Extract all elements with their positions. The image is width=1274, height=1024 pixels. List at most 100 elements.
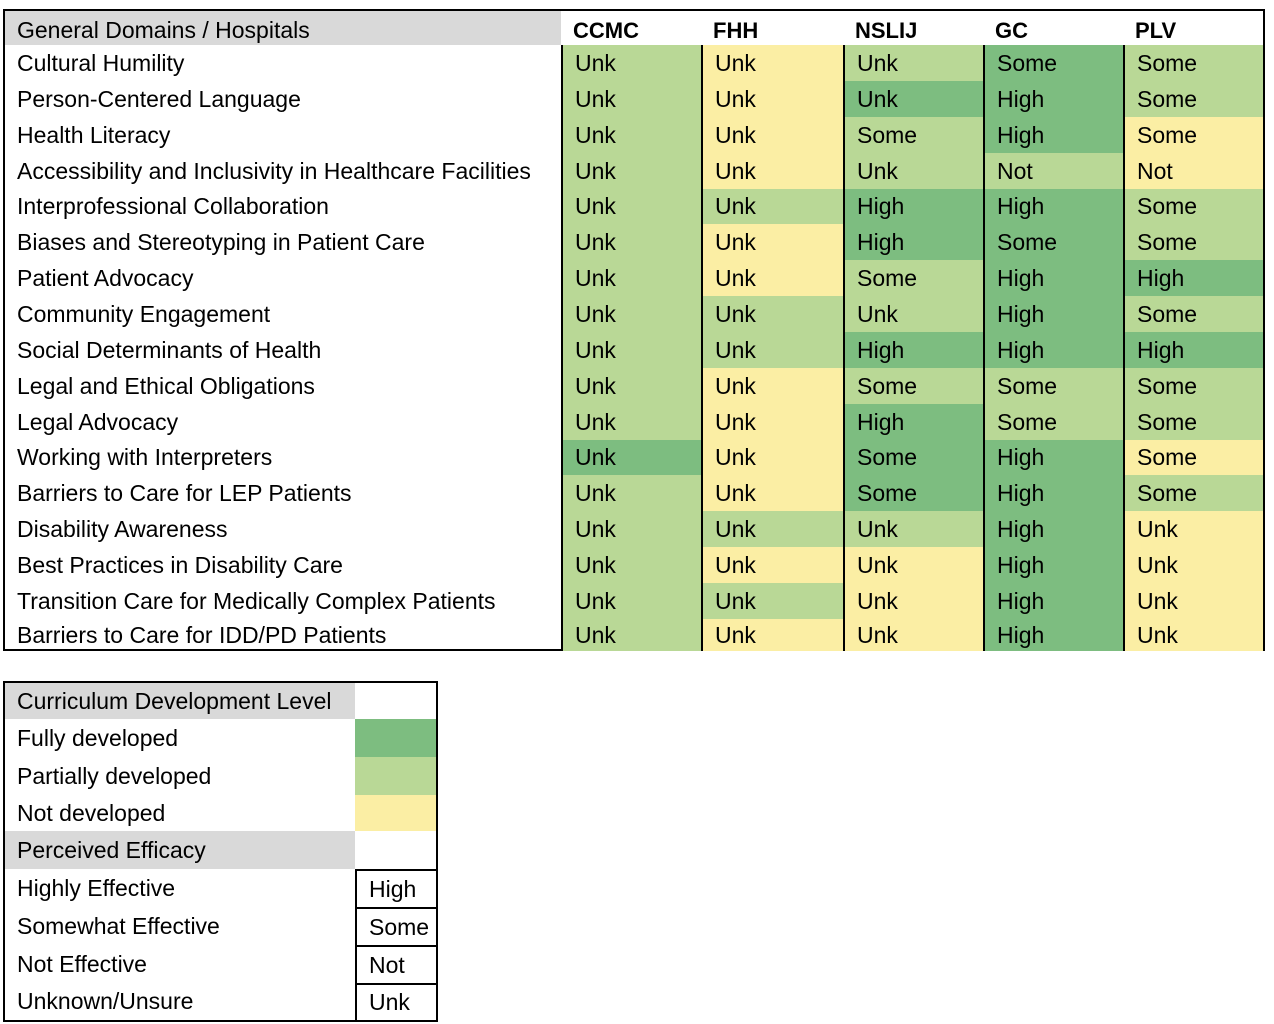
domain-label: Social Determinants of Health: [17, 336, 322, 363]
rating-cell-plv: Not: [1123, 153, 1263, 189]
rating-cell-gc: High: [983, 332, 1123, 368]
curriculum-table: General Domains / Hospitals CCMC FHH NSLIJ…: [3, 9, 1265, 651]
rating-cell-nslij: High: [843, 404, 983, 440]
rating-cell-ccmc: Unk: [561, 81, 701, 117]
legend-label: Curriculum Development Level: [5, 683, 355, 719]
legend-label: Partially developed: [17, 762, 212, 789]
rating-cell-fhh: Unk: [701, 117, 843, 153]
rating-cell-nslij: Unk: [843, 45, 983, 81]
domain-label: Accessibility and Inclusivity in Healthc…: [17, 157, 531, 184]
domain-label: Legal Advocacy: [17, 408, 179, 435]
rating-cell-gc: Some: [983, 224, 1123, 260]
rating-cell-ccmc: Unk: [561, 45, 701, 81]
rating-cell-ccmc: Unk: [561, 583, 701, 619]
domain-label: Patient Advocacy: [17, 264, 194, 291]
domain-label: Legal and Ethical Obligations: [17, 372, 315, 399]
domain-label: Working with Interpreters: [17, 444, 273, 470]
legend-code: High: [355, 869, 436, 907]
rating-cell-nslij: Unk: [843, 296, 983, 332]
rating-cell-plv: Some: [1123, 404, 1263, 440]
rating-cell-gc: High: [983, 296, 1123, 332]
rating-cell-plv: Some: [1123, 368, 1263, 404]
rating-cell-gc: Some: [983, 368, 1123, 404]
legend-code: Unk: [355, 983, 436, 1020]
legend-color-swatch: [355, 757, 436, 795]
legend-label: Not developed: [17, 799, 166, 826]
table-row: Transition Care for Medically Complex Pa…: [5, 583, 1263, 619]
table-row: Interprofessional Collaboration Unk Unk Hig…: [5, 189, 1263, 224]
rating-cell-ccmc: Unk: [561, 511, 701, 547]
table-row: Community Engagement Unk Unk Unk High Some: [5, 296, 1263, 332]
rating-cell-fhh: Unk: [701, 332, 843, 368]
rating-cell-plv: Some: [1123, 45, 1263, 81]
legend-label: Highly Effective: [17, 874, 176, 901]
rating-cell-nslij: Unk: [843, 583, 983, 619]
rating-cell-fhh: Unk: [701, 547, 843, 583]
legend-item-unknown-unsure: Unknown/Unsure Unk: [5, 983, 436, 1020]
table-row: Barriers to Care for LEP Patients Unk Unk S…: [5, 475, 1263, 511]
domain-label: Biases and Stereotyping in Patient Care: [17, 228, 425, 255]
table-row: Patient Advocacy Unk Unk Some High High: [5, 260, 1263, 296]
rating-cell-plv: Some: [1123, 224, 1263, 260]
legend-label: Somewhat Effective: [17, 912, 220, 939]
domain-column-header: General Domains / Hospitals: [5, 11, 561, 45]
legend-item-highly-effective: Highly Effective High: [5, 869, 436, 907]
rating-cell-ccmc: Unk: [561, 619, 701, 651]
rating-cell-gc: High: [983, 619, 1123, 651]
rating-cell-gc: Some: [983, 45, 1123, 81]
hospital-header-ccmc: CCMC: [573, 18, 639, 43]
rating-cell-gc: High: [983, 547, 1123, 583]
rating-cell-fhh: Unk: [701, 619, 843, 651]
rating-cell-nslij: Some: [843, 368, 983, 404]
domain-label: Health Literacy: [17, 121, 171, 148]
domain-label: Interprofessional Collaboration: [17, 193, 329, 219]
table-row: Accessibility and Inclusivity in Healthc…: [5, 153, 1263, 189]
domain-label: Transition Care for Medically Complex Pa…: [17, 587, 496, 614]
rating-cell-nslij: High: [843, 189, 983, 224]
rating-cell-nslij: Some: [843, 260, 983, 296]
table-header-row: General Domains / Hospitals CCMC FHH NSLIJ…: [5, 11, 1263, 45]
legend-table: Curriculum Development Level Fully develo…: [3, 681, 438, 1022]
rating-cell-nslij: High: [843, 224, 983, 260]
legend-color-swatch: [355, 795, 436, 831]
rating-cell-nslij: Some: [843, 475, 983, 511]
domain-label: Cultural Humility: [17, 49, 185, 76]
rating-cell-fhh: Unk: [701, 583, 843, 619]
legend-label: Fully developed: [17, 724, 179, 751]
rating-cell-ccmc: Unk: [561, 224, 701, 260]
rating-cell-plv: Some: [1123, 440, 1263, 475]
hospital-header-fhh: FHH: [713, 18, 759, 43]
rating-cell-ccmc: Unk: [561, 189, 701, 224]
rating-cell-ccmc: Unk: [561, 475, 701, 511]
rating-cell-nslij: Unk: [843, 81, 983, 117]
rating-cell-plv: Some: [1123, 189, 1263, 224]
rating-cell-nslij: Unk: [843, 547, 983, 583]
legend-code: Not: [355, 945, 436, 983]
rating-cell-nslij: Some: [843, 117, 983, 153]
legend-label: Perceived Efficacy: [5, 831, 355, 869]
rating-cell-gc: High: [983, 475, 1123, 511]
rating-cell-ccmc: Unk: [561, 440, 701, 475]
rating-cell-ccmc: Unk: [561, 547, 701, 583]
rating-cell-gc: Some: [983, 404, 1123, 440]
table-row: Best Practices in Disability Care Unk Unk U…: [5, 547, 1263, 583]
rating-cell-plv: Unk: [1123, 619, 1263, 651]
rating-cell-plv: Unk: [1123, 511, 1263, 547]
rating-cell-fhh: Unk: [701, 440, 843, 475]
hospital-header-plv: PLV: [1135, 18, 1177, 43]
rating-cell-ccmc: Unk: [561, 117, 701, 153]
rating-cell-fhh: Unk: [701, 404, 843, 440]
legend-item-not-developed: Not developed: [5, 795, 436, 831]
rating-cell-gc: High: [983, 260, 1123, 296]
table-row: Social Determinants of Health Unk Unk High H…: [5, 332, 1263, 368]
rating-cell-plv: Some: [1123, 81, 1263, 117]
table-row: Legal and Ethical Obligations Unk Unk Some S…: [5, 368, 1263, 404]
table-row: Health Literacy Unk Unk Some High Some: [5, 117, 1263, 153]
table-row: Legal Advocacy Unk Unk High Some Some: [5, 404, 1263, 440]
legend-efficacy-title: Perceived Efficacy: [5, 831, 436, 869]
legend-color-swatch: [355, 719, 436, 757]
hospital-header-nslij: NSLIJ: [855, 18, 918, 43]
rating-cell-ccmc: Unk: [561, 153, 701, 189]
legend-item-not-effective: Not Effective Not: [5, 945, 436, 983]
domain-label: Disability Awareness: [17, 515, 228, 542]
